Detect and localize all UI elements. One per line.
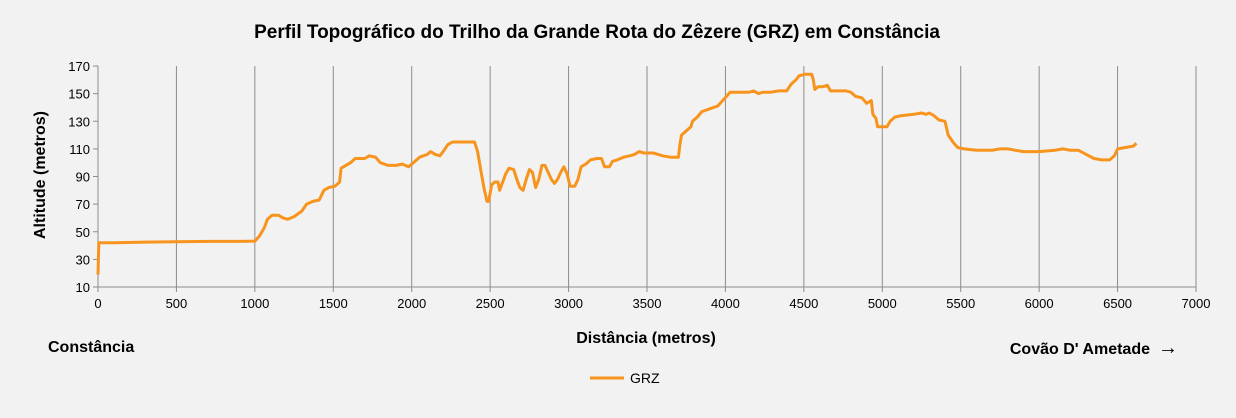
y-tick-label-70: 70	[76, 197, 90, 212]
x-tick-label-0: 0	[94, 296, 101, 311]
y-tick-label-130: 130	[68, 114, 90, 129]
x-tick-label-3000: 3000	[554, 296, 583, 311]
x-tick-label-2500: 2500	[476, 296, 505, 311]
x-tick-label-6000: 6000	[1025, 296, 1054, 311]
chart-title: Perfil Topográfico do Trilho da Grande R…	[254, 22, 940, 43]
y-tick-label-150: 150	[68, 87, 90, 102]
end-location-label: Covão D' Ametade	[1010, 341, 1150, 358]
series-layer	[96, 72, 1138, 275]
y-tick-label-50: 50	[76, 225, 90, 240]
x-tick-label-4500: 4500	[789, 296, 818, 311]
y-tick-label-90: 90	[76, 170, 90, 185]
y-tick-label-30: 30	[76, 252, 90, 267]
x-axis-label: Distância (metros)	[576, 330, 716, 347]
y-tick-label-10: 10	[76, 280, 90, 295]
y-tick-labels: 10 30 50 70 90 110 130 150 170	[68, 59, 90, 295]
x-tick-label-7000: 7000	[1182, 296, 1211, 311]
end-arrow-icon: →	[1158, 337, 1178, 359]
x-tick-label-3500: 3500	[633, 296, 662, 311]
x-tick-label-4000: 4000	[711, 296, 740, 311]
x-tick-label-5000: 5000	[868, 296, 897, 311]
y-tick-label-110: 110	[69, 142, 90, 157]
series-line-grz	[96, 72, 1138, 275]
legend: GRZ	[590, 370, 660, 386]
x-tick-labels: 0 500 1000 1500 2000 2500 3000 3500 4000 4500 5000…	[94, 296, 1210, 311]
x-tick-label-500: 500	[166, 296, 188, 311]
x-tick-label-2000: 2000	[397, 296, 426, 311]
x-tick-label-1500: 1500	[319, 296, 348, 311]
x-tick-label-6500: 6500	[1103, 296, 1132, 311]
x-tick-label-5500: 5500	[946, 296, 975, 311]
y-tick-label-170: 170	[68, 59, 90, 74]
y-axis-label: Altitude (metros)	[32, 111, 49, 239]
start-location-label: Constância	[48, 339, 134, 356]
vertical-gridlines	[175, 66, 1197, 287]
x-tick-label-1000: 1000	[240, 296, 269, 311]
axes	[93, 65, 1197, 292]
legend-label: GRZ	[630, 370, 660, 386]
